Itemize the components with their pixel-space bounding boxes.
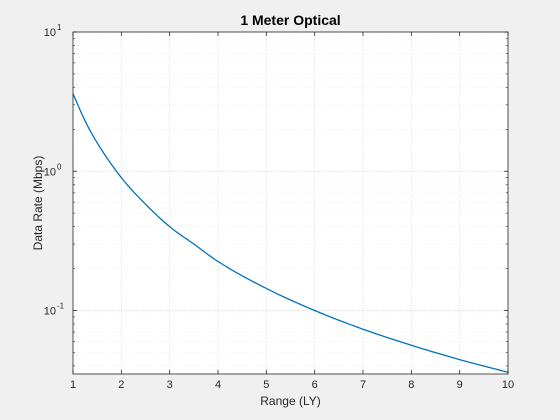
y-tick-label-exponent: -1 [57, 302, 65, 311]
x-tick-label: 10 [502, 379, 514, 391]
x-tick-label: 6 [312, 379, 318, 391]
x-tick-label: 1 [70, 379, 76, 391]
plot-area [73, 32, 508, 374]
y-tick-label-base: 10 [44, 27, 56, 39]
y-tick-label-base: 10 [44, 306, 56, 318]
x-tick-label: 7 [360, 379, 366, 391]
x-tick-label: 5 [263, 379, 269, 391]
grid-lines [72, 31, 509, 374]
y-axis-label: Data Rate (Mbps) [31, 156, 45, 251]
x-tick-labels: 1 2 3 4 5 6 7 8 9 10 [70, 379, 514, 391]
y-tick-label: 10 0 [44, 162, 62, 178]
series-layer [72, 93, 509, 373]
x-tick-label: 9 [457, 379, 463, 391]
series-line [72, 93, 509, 373]
tick-marks [72, 31, 509, 374]
y-tick-label-base: 10 [44, 166, 56, 178]
chart-title: 1 Meter Optical [240, 12, 340, 28]
x-tick-label: 8 [408, 379, 414, 391]
y-tick-label-exponent: 0 [57, 162, 62, 171]
x-tick-label: 3 [167, 379, 173, 391]
y-tick-label-exponent: 1 [57, 23, 62, 32]
plot-frame [72, 31, 509, 375]
y-tick-label: 10 1 [44, 23, 62, 39]
x-tick-label: 4 [215, 379, 221, 391]
x-axis-label: Range (LY) [260, 394, 320, 408]
x-tick-label: 2 [118, 379, 124, 391]
y-tick-label: 10 -1 [44, 302, 65, 318]
